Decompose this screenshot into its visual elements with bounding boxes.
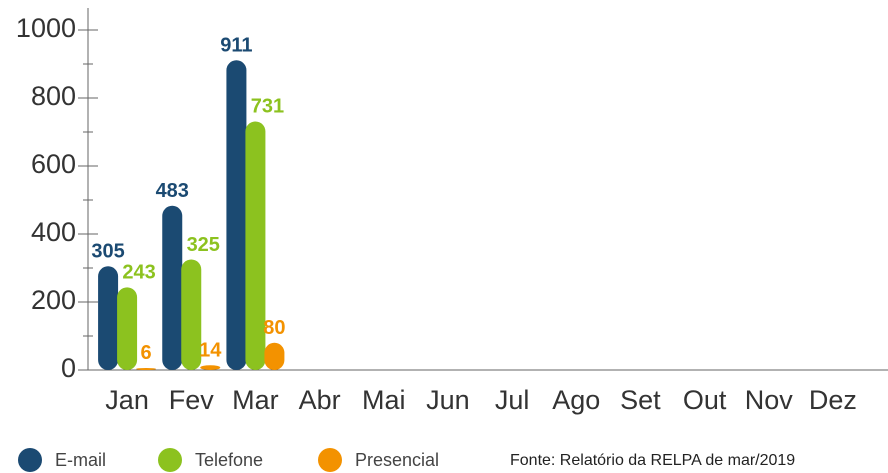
x-tick-label: Dez <box>809 385 857 415</box>
x-tick-label: Abr <box>299 385 341 415</box>
value-label: 731 <box>251 96 284 118</box>
bar <box>136 367 157 370</box>
value-label: 80 <box>263 317 285 339</box>
legend-swatch <box>318 448 342 472</box>
y-tick-label: 1000 <box>16 13 76 43</box>
x-tick-label: Ago <box>552 385 600 415</box>
x-tick-label: Mar <box>232 385 279 415</box>
x-tick-label: Jan <box>105 385 149 415</box>
legend-label: Telefone <box>195 450 263 470</box>
value-label: 6 <box>141 342 152 364</box>
bar <box>162 205 183 370</box>
bar <box>181 259 202 370</box>
value-label: 243 <box>122 262 155 284</box>
source-note: Fonte: Relatório da RELPA de mar/2019 <box>510 452 795 469</box>
x-tick-label: Out <box>683 385 727 415</box>
y-tick-label: 800 <box>31 81 76 111</box>
y-tick-label: 600 <box>31 149 76 179</box>
value-label: 325 <box>187 234 220 256</box>
y-tick-label: 400 <box>31 217 76 247</box>
y-tick-label: 200 <box>31 285 76 315</box>
bar <box>117 287 138 370</box>
legend-label: E-mail <box>55 450 106 470</box>
value-label: 14 <box>199 340 222 362</box>
x-tick-label: Jun <box>426 385 470 415</box>
bar <box>226 60 247 370</box>
x-tick-label: Jul <box>495 385 530 415</box>
value-label: 911 <box>220 35 252 57</box>
x-tick-label: Fev <box>169 385 215 415</box>
legend-swatch <box>18 448 42 472</box>
value-label: 305 <box>91 241 124 263</box>
bar <box>200 365 221 370</box>
legend-swatch <box>158 448 182 472</box>
bar <box>264 342 285 370</box>
bar <box>98 266 119 370</box>
y-tick-label: 0 <box>61 353 76 383</box>
x-tick-label: Mai <box>362 385 406 415</box>
x-tick-label: Set <box>620 385 661 415</box>
x-tick-label: Nov <box>745 385 794 415</box>
legend-label: Presencial <box>355 450 439 470</box>
value-label: 483 <box>156 180 189 202</box>
bar <box>245 121 266 371</box>
